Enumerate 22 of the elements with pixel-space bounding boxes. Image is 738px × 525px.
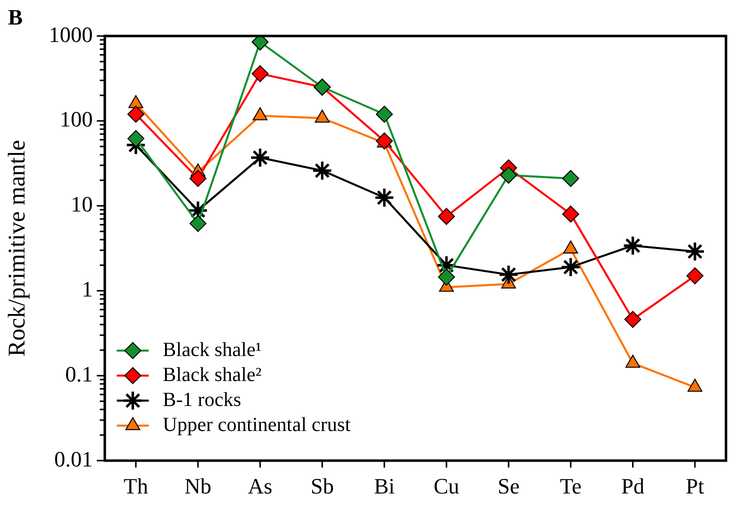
- legend-label: Black shale¹: [162, 338, 262, 361]
- y-tick-label: 0.1: [65, 361, 93, 386]
- legend-label: Black shale²: [162, 364, 262, 386]
- y-tick-label: 100: [60, 106, 93, 132]
- x-tick-label: Se: [498, 474, 520, 499]
- y-tick-label: 10: [70, 192, 93, 217]
- y-tick-label: 1000: [48, 22, 93, 47]
- x-tick-label: Cu: [434, 474, 460, 499]
- x-tick-label: Te: [560, 474, 582, 499]
- y-tick-label: 1: [82, 276, 93, 302]
- chart-title: B: [8, 4, 23, 30]
- y-tick-label: 0.01: [54, 446, 93, 472]
- legend-label: B-1 rocks: [162, 388, 242, 411]
- x-tick-label: As: [248, 474, 272, 499]
- legend-label: Upper continental crust: [162, 414, 351, 436]
- x-tick-label: Pt: [686, 474, 704, 499]
- x-tick-label: Nb: [184, 474, 212, 499]
- x-tick-label: Th: [124, 474, 148, 499]
- x-tick-label: Bi: [374, 474, 395, 499]
- y-axis-title: Rock/primitive mantle: [4, 140, 31, 357]
- x-tick-label: Sb: [310, 474, 334, 499]
- x-tick-label: Pd: [621, 474, 644, 499]
